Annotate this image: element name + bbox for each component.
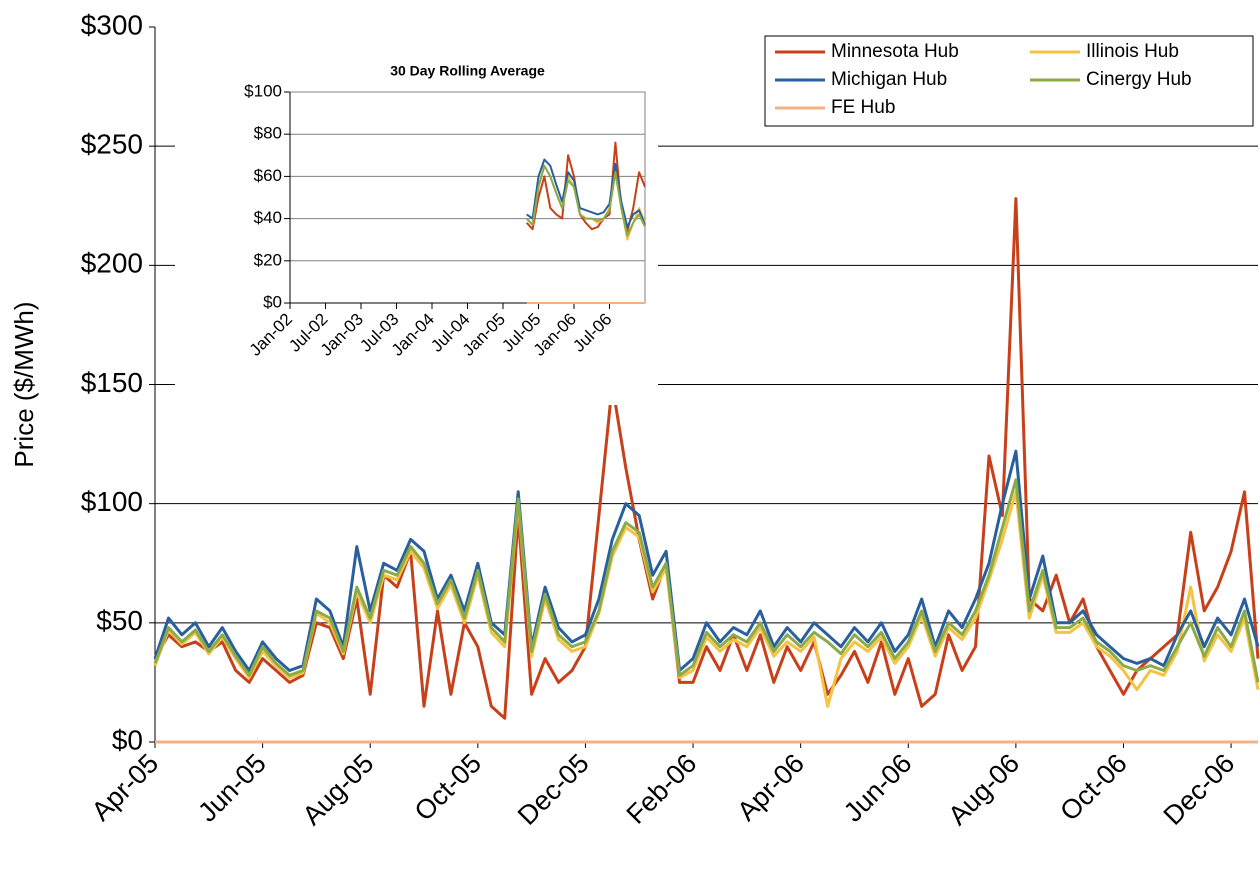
y-tick-label: $200 <box>81 248 143 279</box>
legend-label: Minnesota Hub <box>831 41 959 62</box>
x-tick-label: Dec-06 <box>1158 748 1241 831</box>
x-tick-label: Feb-06 <box>621 748 703 830</box>
x-tick-label: Aug-06 <box>942 748 1025 831</box>
y-tick-label: $60 <box>254 166 282 185</box>
series-line <box>153 197 1260 720</box>
y-tick-label: $80 <box>254 124 282 143</box>
y-tick-label: $0 <box>263 292 282 311</box>
series-line <box>526 158 646 228</box>
x-tick-label: Aug-05 <box>297 748 380 831</box>
y-tick-label: $40 <box>254 208 282 227</box>
x-tick-label: Apr-05 <box>86 748 165 827</box>
y-tick-label: $300 <box>81 9 143 40</box>
legend-box <box>764 35 1254 127</box>
x-tick-label: Dec-05 <box>512 748 595 831</box>
legend-label: Cinergy Hub <box>1086 69 1192 90</box>
y-tick-label: $0 <box>112 724 143 755</box>
x-tick-label: Apr-06 <box>731 748 810 827</box>
y-tick-label: $250 <box>81 129 143 160</box>
series-line <box>153 490 1260 708</box>
legend-label: Illinois Hub <box>1086 41 1179 62</box>
legend-label: FE Hub <box>831 97 895 118</box>
y-tick-label: $50 <box>96 605 143 636</box>
inset-background <box>175 55 658 405</box>
series-line <box>525 164 646 237</box>
series-line <box>153 478 1260 683</box>
y-tick-label: $150 <box>81 367 143 398</box>
x-tick-label: Jun-06 <box>838 748 918 828</box>
series-line <box>153 449 1260 672</box>
chart-title: 30 Day Rolling Average <box>390 63 545 79</box>
x-tick-label: Jun-05 <box>192 748 272 828</box>
x-tick-label: Oct-06 <box>1054 748 1133 827</box>
x-tick-label: Oct-05 <box>409 748 488 827</box>
y-axis-label: Price ($/MWh) <box>9 301 39 467</box>
y-tick-label: $100 <box>244 81 282 100</box>
legend-label: Michigan Hub <box>831 69 947 90</box>
y-tick-label: $20 <box>254 250 282 269</box>
y-tick-label: $100 <box>81 486 143 517</box>
